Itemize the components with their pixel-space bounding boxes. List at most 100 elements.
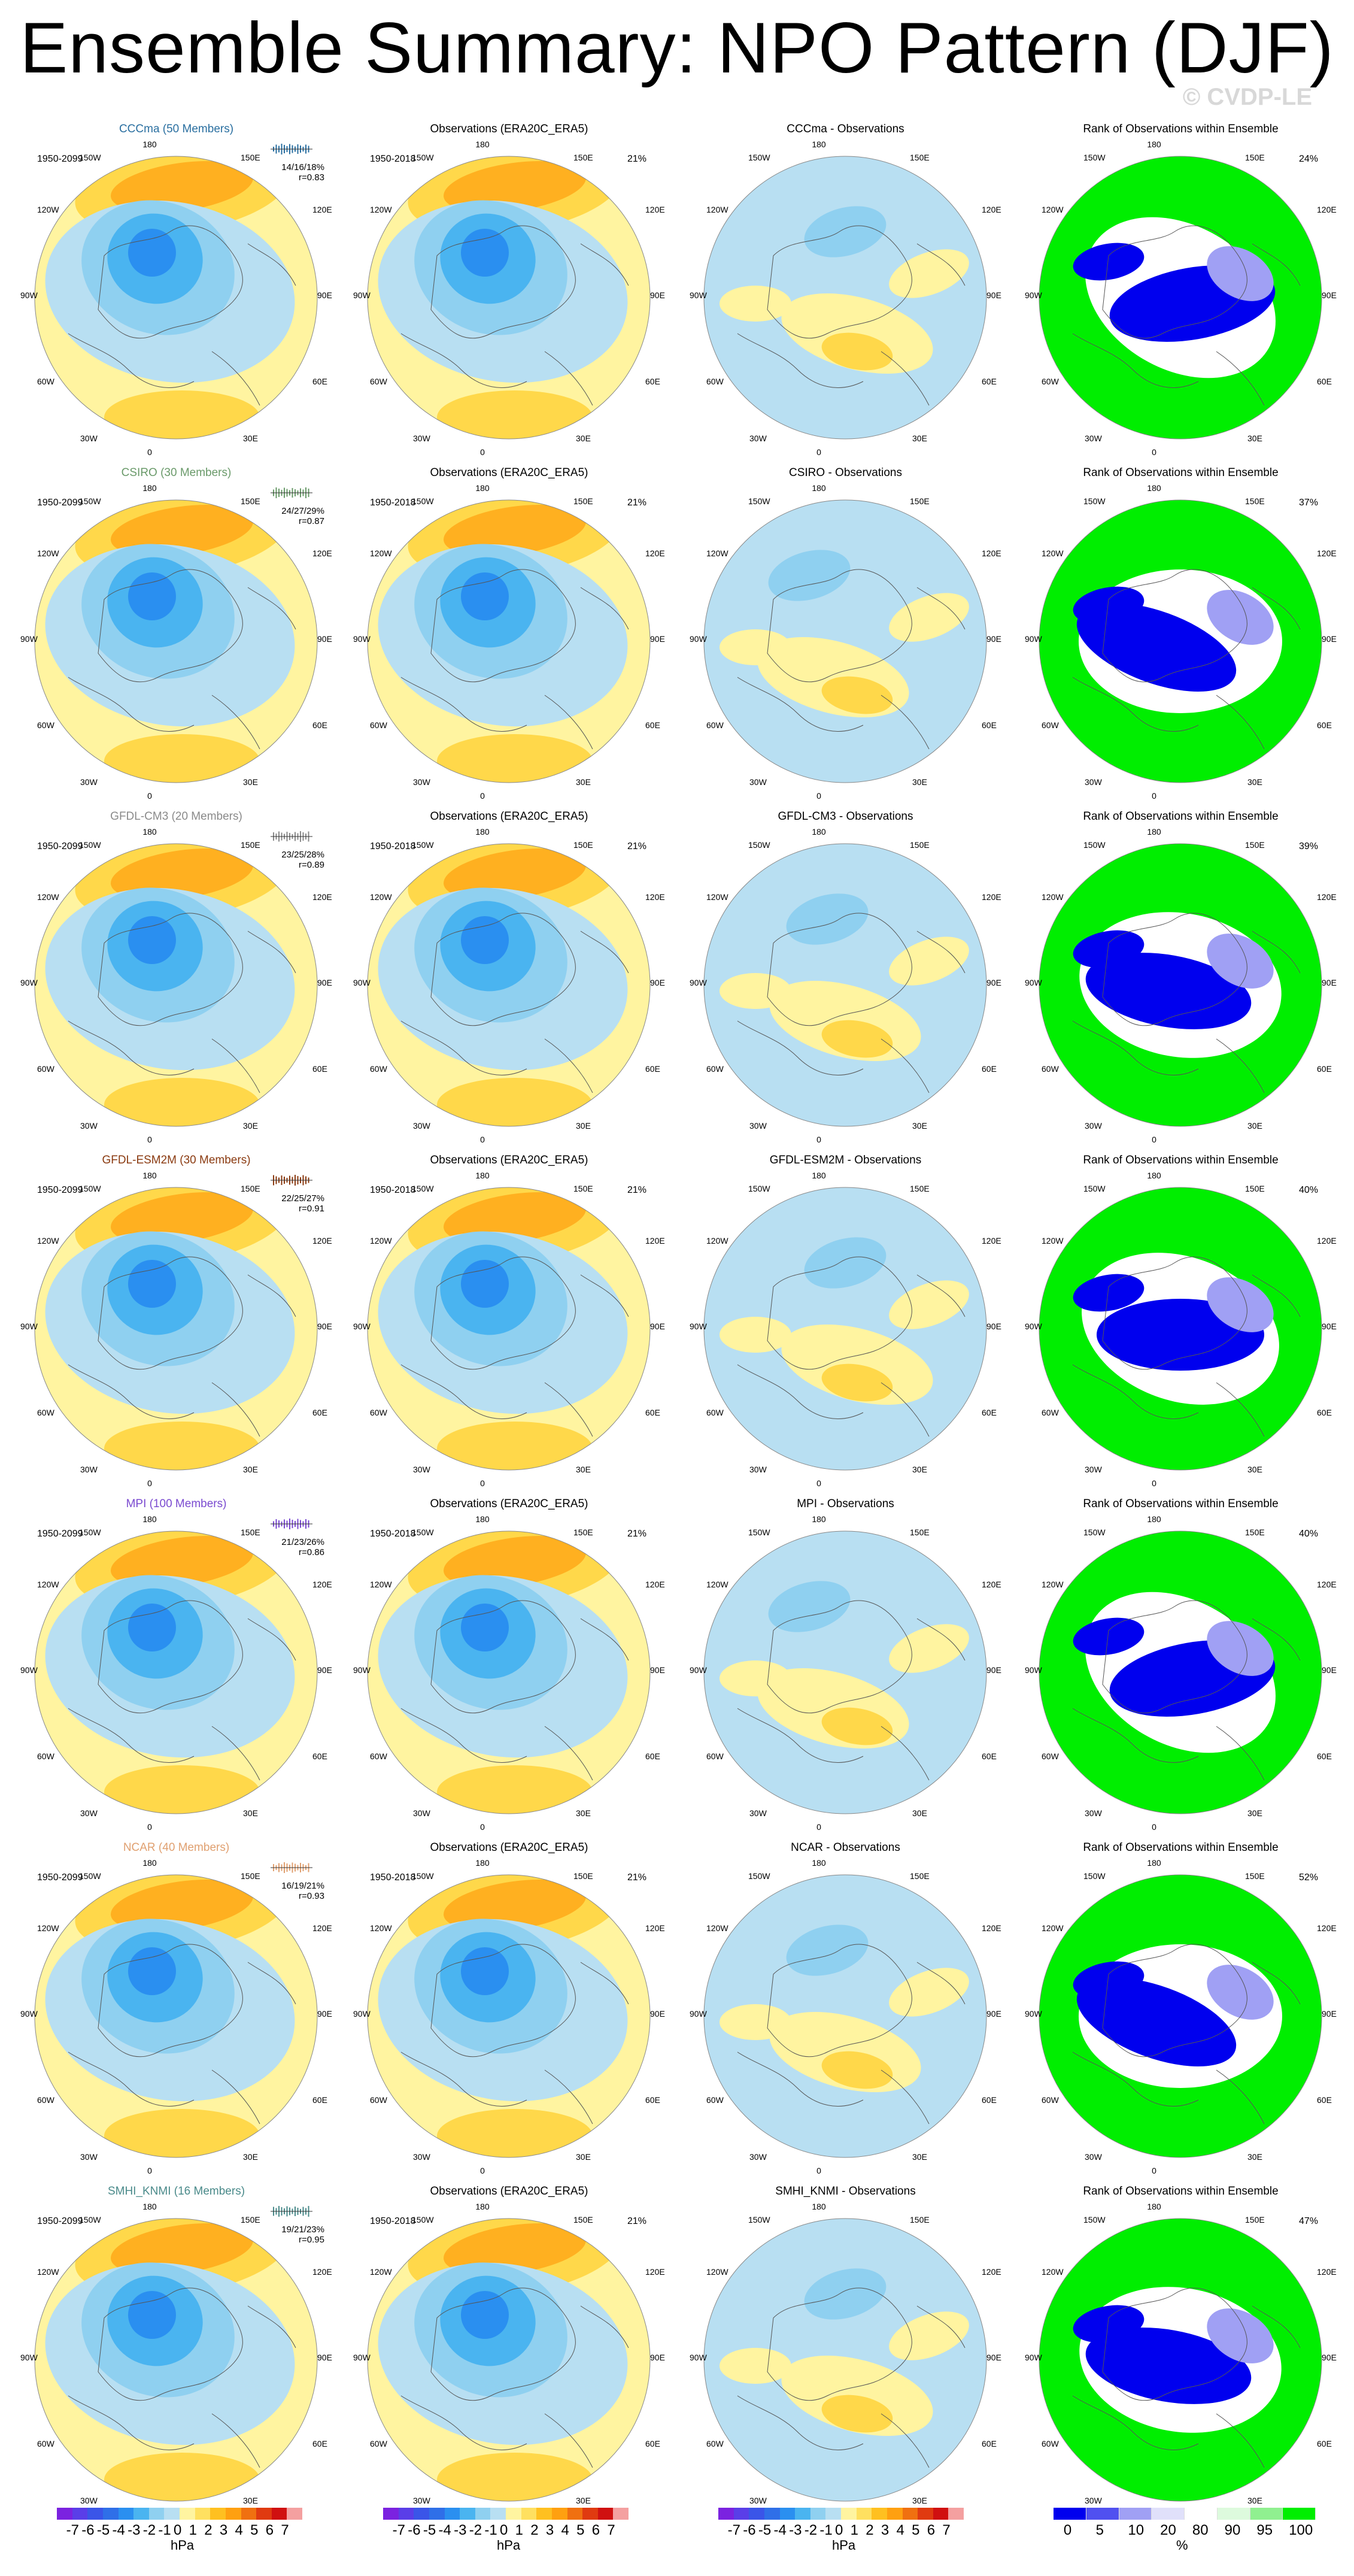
longitude-label: 90W	[690, 1665, 707, 1675]
colorbar-tick-label: -5	[96, 2522, 110, 2538]
pattern-map	[367, 499, 651, 783]
negative-diff-core	[786, 893, 869, 945]
positive-diff-core	[821, 2051, 893, 2089]
longitude-label: 180	[812, 140, 826, 149]
longitude-label: 90W	[1025, 2009, 1042, 2019]
coastline-outline	[68, 913, 296, 1093]
colorbar-tick-label: -2	[804, 2522, 818, 2538]
polar-map	[365, 841, 652, 1129]
arctic-low-core	[461, 572, 509, 620]
polar-map	[1037, 841, 1324, 1129]
pattern-correlation: r=0.86	[299, 1547, 324, 1557]
longitude-label: 30E	[576, 2152, 591, 2162]
variance-range: 16/19/21%	[281, 1881, 324, 1891]
longitude-label: 120E	[645, 2267, 665, 2277]
longitude-label: 60W	[1042, 2095, 1059, 2105]
longitude-label: 60W	[706, 2095, 724, 2105]
longitude-label: 150E	[241, 153, 260, 162]
longitude-label: 90W	[1025, 2353, 1042, 2362]
period-label: 1950-2018	[370, 498, 416, 508]
colorbar-tick-label: 4	[896, 2522, 904, 2538]
longitude-label: 180	[812, 827, 826, 837]
pattern-map	[367, 1531, 651, 1814]
longitude-label: 30E	[1247, 777, 1262, 787]
longitude-label: 30E	[1247, 1465, 1262, 1474]
longitude-label: 90E	[650, 1322, 665, 1331]
longitude-label: 120W	[37, 1236, 59, 1245]
longitude-label: 30W	[80, 2152, 98, 2162]
longitude-label: 150E	[1245, 1528, 1265, 1537]
longitude-label: 30E	[912, 434, 927, 443]
diff-map	[703, 156, 987, 440]
colorbar-swatch	[256, 2508, 272, 2520]
rank-percent: 47%	[1299, 2216, 1319, 2226]
member-spread-glyph	[268, 828, 315, 845]
period-label: 1950-2099	[37, 1872, 83, 1883]
longitude-label: 60W	[706, 1408, 724, 1417]
longitude-label: 120W	[1042, 548, 1064, 558]
longitude-label: 30W	[749, 434, 767, 443]
positive-diff-anomaly	[719, 973, 791, 1009]
positive-diff-anomaly	[889, 249, 969, 298]
colorbar-swatch	[733, 2508, 749, 2520]
longitude-label: 180	[812, 1171, 826, 1180]
longitude-label: 150W	[79, 2215, 101, 2225]
longitude-label: 120E	[645, 548, 665, 558]
pattern-correlation: r=0.83	[299, 172, 324, 183]
longitude-label: 180	[812, 1858, 826, 1868]
longitude-label: 180	[475, 1514, 490, 1524]
colorbar-swatch	[506, 2508, 521, 2520]
longitude-label: 60W	[370, 1064, 387, 1074]
rank-low-region	[1073, 1274, 1144, 1312]
longitude-label: 0	[1152, 1135, 1156, 1144]
longitude-label: 60E	[312, 1408, 327, 1417]
model-panel: GFDL-ESM2M (30 Members) 1950-2099 22/25/27…	[7, 1154, 345, 1498]
longitude-label: 60W	[706, 1064, 724, 1074]
colorbar-swatch	[72, 2508, 88, 2520]
longitude-label: 150W	[1083, 840, 1106, 850]
pattern-map	[367, 156, 651, 440]
rank-low-region	[1207, 934, 1274, 989]
map-border	[34, 2218, 318, 2502]
longitude-label: 150W	[79, 840, 101, 850]
colorbar-tick-label: -6	[81, 2522, 95, 2538]
longitude-label: 0	[816, 1822, 821, 1832]
member-spread-glyph	[268, 484, 315, 501]
longitude-label: 60E	[312, 377, 327, 386]
polar-map	[365, 2216, 652, 2504]
polar-map	[1037, 498, 1324, 785]
colorbar-tick-label: 0	[1063, 2522, 1072, 2538]
longitude-label: 150E	[573, 1184, 593, 1193]
colorbar-hpa-1: -7 -6 -5 -4 -3 -2 -1 0 1 2 3 4 5 6 7 hPa	[57, 2508, 302, 2553]
coastline-outline	[737, 913, 966, 1093]
positive-diff-anomaly	[719, 286, 791, 322]
longitude-label: 30E	[576, 1121, 591, 1131]
longitude-label: 120E	[1317, 2267, 1337, 2277]
longitude-label: 30E	[1247, 1121, 1262, 1131]
longitude-label: 180	[142, 1514, 157, 1524]
longitude-label: 60W	[1042, 1751, 1059, 1761]
longitude-label: 30E	[243, 2152, 258, 2162]
longitude-label: 150E	[910, 2215, 930, 2225]
longitude-label: 180	[142, 140, 157, 149]
longitude-label: 30W	[749, 1465, 767, 1474]
colorbar-swatch	[718, 2508, 734, 2520]
longitude-label: 90E	[986, 2009, 1001, 2019]
period-label: 1950-2099	[37, 1185, 83, 1195]
colorbar-swatch	[271, 2508, 287, 2520]
colorbar-swatch	[1054, 2508, 1086, 2520]
arctic-low-core	[128, 1947, 176, 1995]
pacific-high-core	[444, 1880, 586, 1931]
longitude-label: 30W	[749, 1121, 767, 1131]
pattern-map	[367, 1874, 651, 2158]
colorbar-swatch	[164, 2508, 180, 2520]
longitude-label: 90W	[690, 634, 707, 644]
panel-title: Rank of Observations within Ensemble	[1083, 2185, 1279, 2198]
longitude-label: 0	[480, 1478, 485, 1488]
colorbar-swatch	[102, 2508, 119, 2520]
longitude-label: 90W	[353, 290, 371, 300]
colorbar-swatch	[1086, 2508, 1119, 2520]
arctic-low-core	[128, 2291, 176, 2339]
longitude-label: 30W	[413, 1808, 430, 1818]
